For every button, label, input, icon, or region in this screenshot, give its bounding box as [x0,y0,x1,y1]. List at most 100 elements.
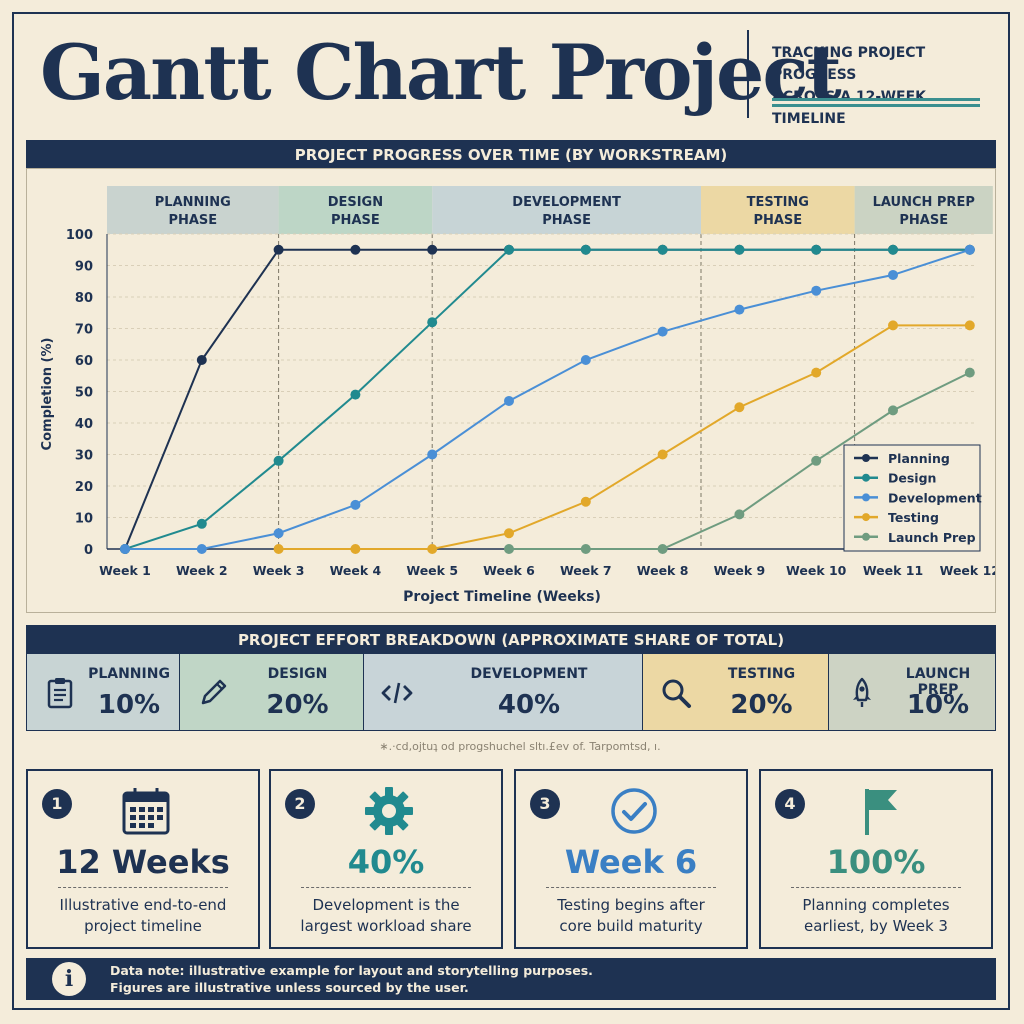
card-desc-line-2: core build maturity [559,917,703,935]
page-subtitle: TRACKING PROJECT PROGRESS ACROSS A 12-WE… [772,42,990,130]
phase-band [432,186,701,234]
y-tick-label: 90 [75,260,93,275]
data-point [811,367,822,378]
chart-panel: PLANNING PHASE DESIGN PHASE DEVELOPMENT PHASE… [26,168,1000,613]
phase-label: PLANNING [155,195,231,210]
card-description: Illustrative end-to-end project timeline [38,895,248,937]
data-point [657,449,668,460]
effort-cell: LAUNCH PREP 10% [829,654,995,730]
card-divider [791,887,961,888]
card-divider [546,887,716,888]
flag-icon [853,785,905,837]
data-point [196,544,207,554]
y-tick-label: 50 [75,386,93,401]
y-tick-label: 70 [75,323,93,338]
data-point [350,499,361,510]
x-tick-label: Week 1 [99,563,151,578]
data-point [504,395,514,406]
gear-icon [363,785,415,837]
data-point [273,244,284,255]
garbled-caption: ∗.·cd,ojtuʇ od progshuchel sltı.£ev of. … [379,740,661,753]
data-point [888,405,898,416]
effort-cell: DEVELOPMENT 40% [364,654,643,730]
data-point [427,544,438,554]
effort-value: 40% [497,690,561,720]
data-point [427,317,438,328]
data-point [504,544,514,554]
card-value: Week 6 [564,843,698,881]
phase-label: PHASE [753,213,802,228]
x-tick-label: Week 3 [253,563,305,578]
card-number: 2 [285,789,315,819]
data-point [734,509,745,520]
data-point [580,244,591,255]
data-point [657,326,668,337]
y-tick-label: 0 [84,543,93,558]
page-frame [12,12,1010,1010]
x-tick-label: Week 5 [406,563,458,578]
x-tick-label: Week 9 [714,563,766,578]
card-desc-line-2: earliest, by Week 3 [804,917,948,935]
x-tick-label: Week 11 [863,563,923,578]
data-point [350,544,361,554]
data-point [273,544,284,554]
code-icon [380,676,414,710]
page-title: Gantt Chart Project [40,28,842,117]
legend-label: Development [888,490,982,505]
effort-name: TESTING [727,666,796,682]
info-icon: i [52,962,86,996]
effort-name: LAUNCH PREP [905,666,971,698]
card-desc-line-2: largest workload share [300,917,472,935]
data-point [427,244,438,255]
effort-value: 20% [730,690,793,720]
data-point [350,244,361,255]
data-point [964,367,975,378]
effort-cell: TESTING 20% [643,654,829,730]
data-point [657,544,668,554]
card-value: 100% [826,843,926,881]
series-line [124,248,970,550]
series-line [124,248,970,550]
clipboard-icon [43,676,77,710]
stat-card: 3 Week 6 Testing begins after core build ma… [514,769,748,949]
data-point [580,544,591,554]
data-point [964,244,975,255]
card-divider [58,887,228,888]
pencil-icon [196,676,230,710]
legend-label: Design [888,471,936,486]
subtitle-underline-2 [772,104,980,107]
series-line [278,324,970,550]
data-point [580,355,591,365]
check-circle-icon [608,785,660,837]
phase-label: PHASE [331,213,380,228]
legend-marker [862,473,870,482]
card-desc-line-1: Planning completes [802,896,950,914]
note-line-2: Figures are illustrative unless sourced … [110,980,469,995]
stat-card: 2 40% Development is the largest workload s… [269,769,503,949]
note-line-1: Data note: illustrative example for layo… [110,963,593,978]
rocket-icon [845,676,879,710]
data-point [120,544,130,554]
data-point [811,455,822,466]
stat-card: 4 100% Planning completes earliest, by Week… [759,769,993,949]
subtitle-line-1: TRACKING PROJECT PROGRESS [772,45,926,83]
effort-value: 10% [97,690,161,720]
data-point [273,455,284,466]
card-value: 12 Weeks [56,843,230,881]
phase-label: PHASE [542,213,591,228]
subtitle-line-2: ACROSS A 12-WEEK TIMELINE [772,89,926,127]
effort-cell: DESIGN 20% [180,654,364,730]
data-point [350,389,361,400]
header: Gantt Chart Project TRACKING PROJECT PRO… [40,20,990,127]
data-point [196,518,207,529]
data-point [811,285,822,296]
phase-band [701,186,855,234]
y-tick-label: 80 [75,291,93,306]
card-value: 40% [347,843,425,881]
y-tick-label: 30 [75,449,93,464]
phase-label: DESIGN [328,195,383,210]
effort-breakdown: PLANNING 10% DESIGN 20% DEVELOPMENT 40% TESTIN… [26,653,996,731]
card-description: Development is the largest workload share [281,895,491,937]
phase-label: TESTING [747,195,809,210]
y-tick-label: 60 [75,354,93,369]
